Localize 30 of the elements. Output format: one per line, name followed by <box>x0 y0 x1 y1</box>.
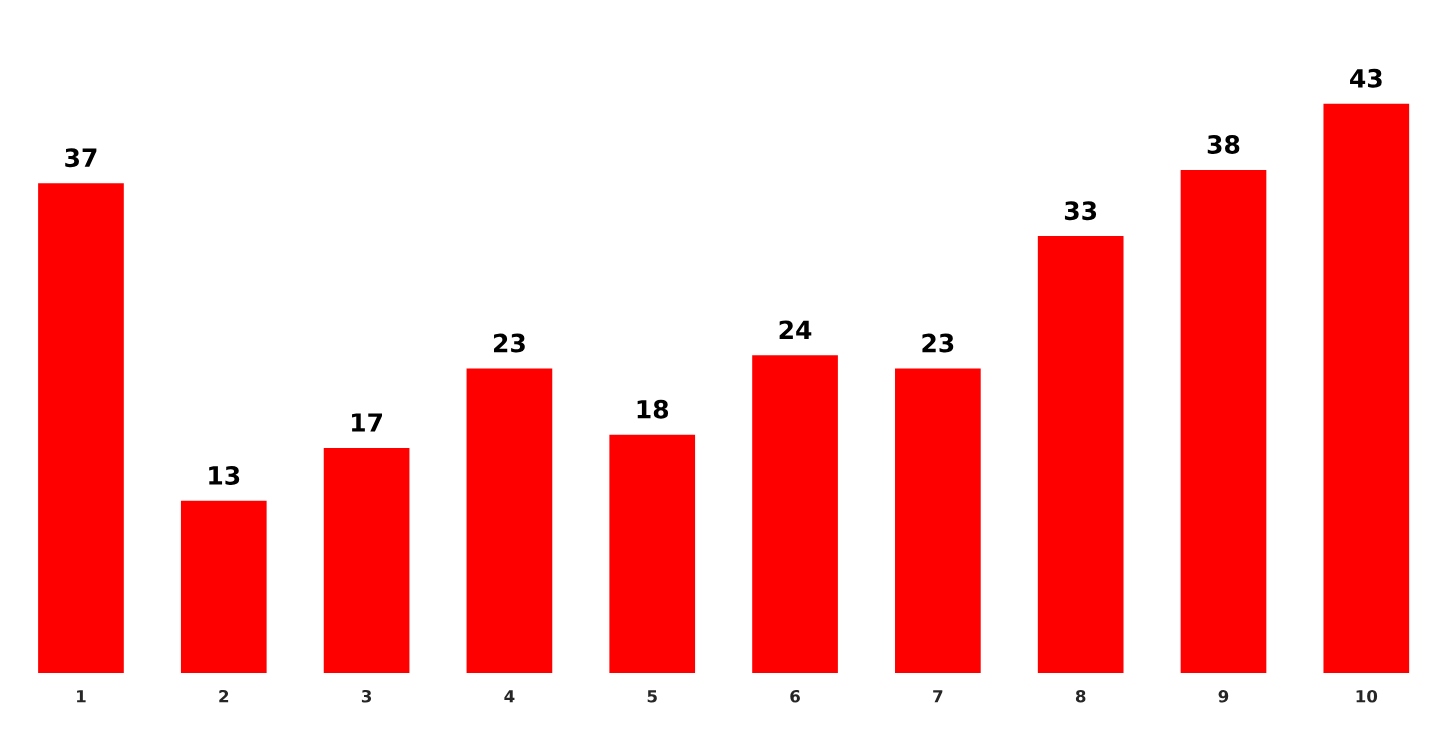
bar <box>609 434 696 673</box>
bar <box>38 183 124 673</box>
data-label: 17 <box>352 413 382 432</box>
bar <box>323 447 410 673</box>
bar <box>466 368 553 673</box>
data-label: 18 <box>637 399 669 419</box>
data-label: 38 <box>1207 135 1240 154</box>
x-tick-label: 6 <box>790 689 800 703</box>
data-label: 13 <box>209 466 240 485</box>
x-tick-label: 5 <box>647 690 657 703</box>
x-tick-label: 2 <box>219 689 229 703</box>
bar <box>895 368 981 673</box>
x-tick-label: 1 <box>77 690 86 703</box>
x-tick-label: 10 <box>1356 689 1378 703</box>
bar <box>752 355 838 673</box>
bar <box>180 500 267 673</box>
data-label: 37 <box>65 148 97 168</box>
data-label: 43 <box>1350 68 1382 88</box>
x-tick-label: 8 <box>1075 689 1086 703</box>
bar <box>1180 169 1267 673</box>
data-label: 33 <box>1064 201 1097 221</box>
x-tick-label: 9 <box>1218 689 1229 703</box>
data-label: 23 <box>922 333 954 353</box>
bar <box>1037 236 1124 673</box>
x-tick-label: 3 <box>361 689 372 703</box>
x-tick-label: 4 <box>504 690 515 703</box>
bar <box>1323 103 1410 673</box>
data-label: 23 <box>494 333 525 353</box>
data-label: 24 <box>779 320 812 339</box>
x-tick-label: 7 <box>933 690 943 703</box>
